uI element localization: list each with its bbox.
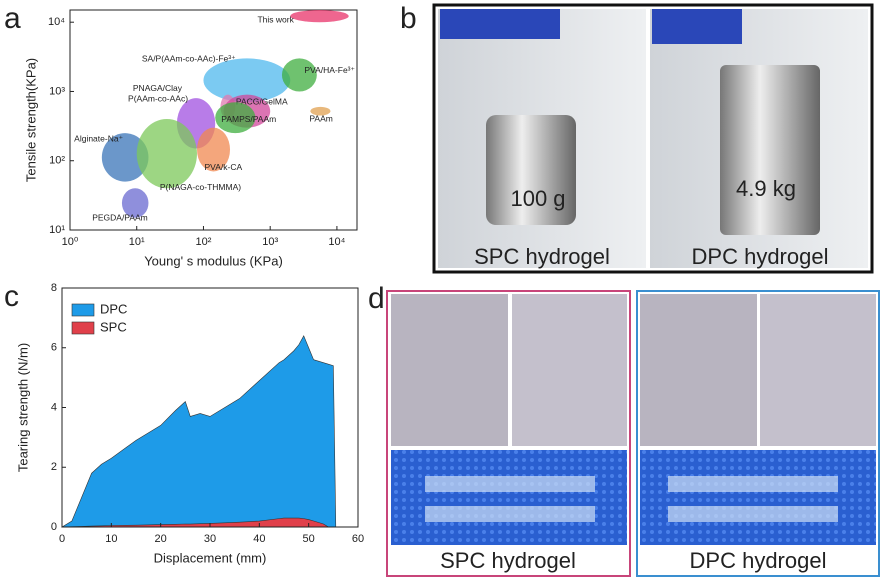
- x-tick-label: 0: [59, 533, 65, 545]
- legend-swatch: [71, 303, 95, 317]
- y-tick-label: 2: [51, 461, 57, 473]
- y-tick-label: 0: [51, 521, 57, 533]
- y-tick-label: 6: [51, 342, 57, 354]
- region: [215, 102, 256, 134]
- glove: [440, 9, 742, 44]
- plot-frame: [69, 9, 358, 231]
- y-tick-label: 10⁴: [48, 16, 65, 28]
- x-tick-label: 30: [204, 533, 216, 545]
- region-label: PVA/k-CA: [205, 162, 243, 172]
- photo: [640, 294, 757, 446]
- y-axis-label: Tensile strength(KPa): [23, 58, 38, 182]
- region-label: P(AAm-co-AAc): [128, 94, 188, 104]
- x-axis-label: Young' s modulus (KPa): [144, 253, 283, 268]
- region-label: PACG/GelMA: [236, 96, 288, 106]
- sample: [425, 476, 838, 522]
- x-axis-label: Displacement (mm): [154, 550, 267, 565]
- weight: [720, 65, 820, 235]
- region: [101, 133, 149, 182]
- y-tick-label: 8: [51, 282, 57, 294]
- region: [121, 188, 149, 218]
- x-tick-label: 10¹: [129, 236, 145, 248]
- caption: DPC hydrogel: [692, 244, 829, 269]
- photo: [760, 294, 876, 446]
- region: [281, 58, 317, 92]
- region-label: Alginate-Na⁺: [74, 134, 123, 144]
- region: [136, 119, 197, 189]
- y-tick-label: 4: [51, 401, 57, 413]
- panel-label: a: [4, 2, 21, 35]
- region-label: PNAGA/Clay: [133, 83, 183, 93]
- x-tick-label: 10²: [196, 236, 212, 248]
- weight: [486, 115, 576, 225]
- region: [196, 127, 231, 172]
- region: [203, 58, 291, 103]
- x-tick-label: 10⁰: [62, 236, 79, 248]
- x-tick-label: 50: [303, 533, 315, 545]
- region: [310, 106, 331, 116]
- region-label: PAMPS/PAAm: [221, 114, 276, 124]
- caption: DPC hydrogel: [690, 548, 827, 573]
- region-label: This work: [257, 14, 294, 24]
- photo: [512, 294, 627, 446]
- region-label: SA/P(AAm-co-AAc)-Fe³⁺: [142, 54, 236, 64]
- panel-label: c: [4, 280, 19, 313]
- x-tick-label: 10⁴: [328, 236, 345, 248]
- photo-b: 100 g 4.9 kg SPC hydrogel DPC hydrogel: [432, 3, 874, 274]
- x-tick-label: 40: [253, 533, 265, 545]
- legend-swatch: [71, 321, 95, 335]
- area: [61, 517, 330, 528]
- region-label: PVA/HA-Fe³⁺: [304, 65, 355, 75]
- caption: SPC hydrogel: [474, 244, 610, 269]
- y-tick-label: 10²: [49, 155, 65, 167]
- area: [60, 335, 337, 528]
- photo: [391, 294, 508, 446]
- region-label: PEGDA/PAAm: [92, 212, 148, 222]
- photo-d: SPC hydrogel DPC hydrogel: [386, 290, 880, 577]
- weight-label: 100 g: [510, 186, 565, 211]
- x-tick-label: 60: [352, 533, 364, 545]
- region-label: PAAm: [309, 113, 332, 123]
- panel-label: d: [368, 282, 385, 315]
- weight-label: 4.9 kg: [736, 176, 796, 201]
- x-tick-label: 20: [155, 533, 167, 545]
- x-tick-label: 10: [105, 533, 117, 545]
- photo: [640, 450, 876, 545]
- panel-label: b: [400, 2, 417, 35]
- x-tick-label: 10³: [262, 236, 278, 248]
- photo: [391, 450, 627, 545]
- caption: SPC hydrogel: [440, 548, 576, 573]
- legend-label: SPC: [100, 319, 127, 334]
- y-axis-label: Tearing strength (N/m): [15, 343, 30, 472]
- y-tick-label: 10¹: [49, 224, 65, 236]
- y-tick-label: 10³: [49, 85, 65, 97]
- legend-label: DPC: [100, 301, 127, 316]
- region: [290, 10, 349, 23]
- region-label: P(NAGA-co-THMMA): [160, 182, 241, 192]
